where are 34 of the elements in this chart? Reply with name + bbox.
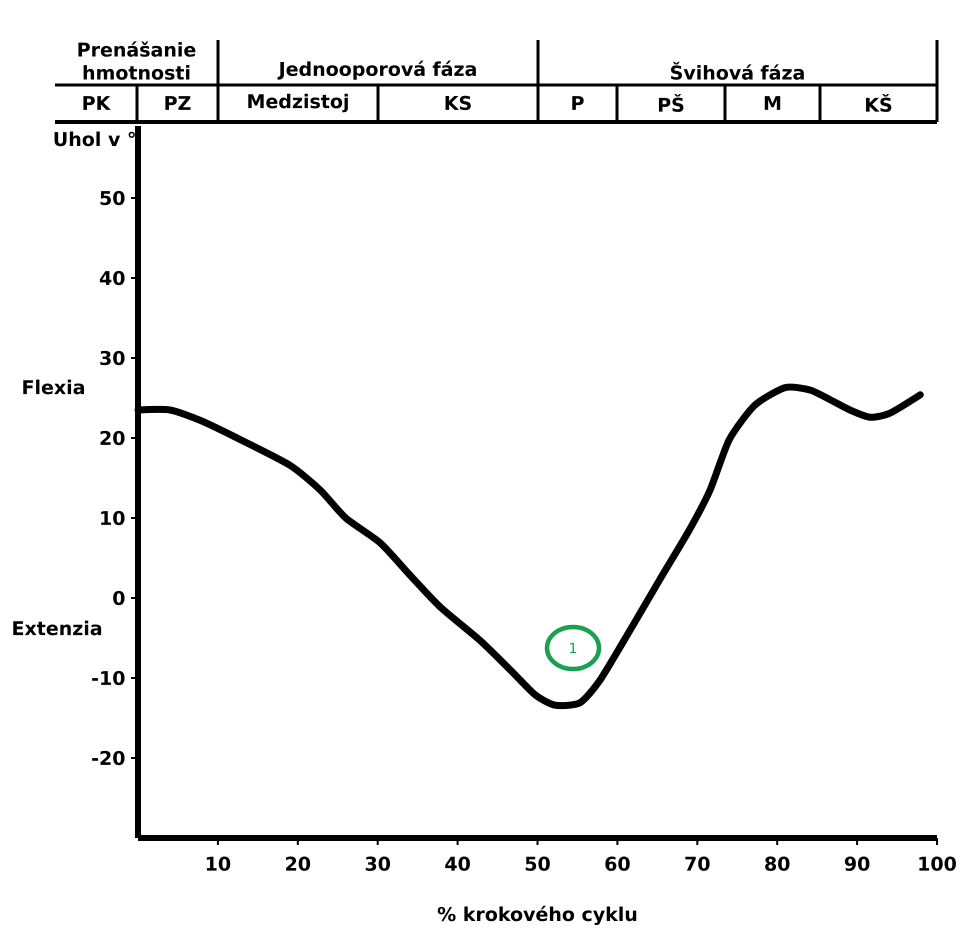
y-tick-label: -10 [92,670,125,686]
y-tick-label: -20 [92,750,125,766]
text: PŠ [658,94,684,112]
x-tick-label: 20 [286,856,310,871]
y-tick-label: 10 [101,510,125,526]
x-tick-label: 90 [844,856,870,871]
y-axis-title: Uhol v ° [54,132,135,146]
y-tick-label: 50 [100,190,125,206]
x-tick-label: 60 [605,856,630,871]
x-tick-label: 30 [366,856,390,871]
x-tick-label: 80 [765,856,790,871]
text: PZ [165,96,190,110]
text: Prenášanie hmotnosti [78,41,196,80]
text: Extenzia [13,620,102,636]
text: PK [83,96,111,110]
text: Flexia [23,380,84,394]
text: Medzistoj [248,94,348,112]
x-tick-label: 50 [526,856,550,871]
y-tick-label: 30 [100,350,125,366]
x-tick-label: 100 [919,856,956,871]
x-tick-label: 10 [206,856,230,871]
text: M [764,96,780,110]
y-tick-label: 40 [100,270,125,286]
y-tick-label: 20 [100,430,125,446]
x-tick-label: 40 [445,856,470,871]
y-tick-label: 0 [113,590,125,606]
text: Švihová fáza [671,62,804,80]
text: Jednooporová fáza [278,60,476,80]
text: KS [446,96,471,110]
x-axis-title: % krokového cyklu [438,906,636,926]
text: P [572,96,584,110]
text: KŠ [866,94,892,112]
annotation: 1 [570,642,576,654]
x-tick-label: 70 [685,856,710,871]
